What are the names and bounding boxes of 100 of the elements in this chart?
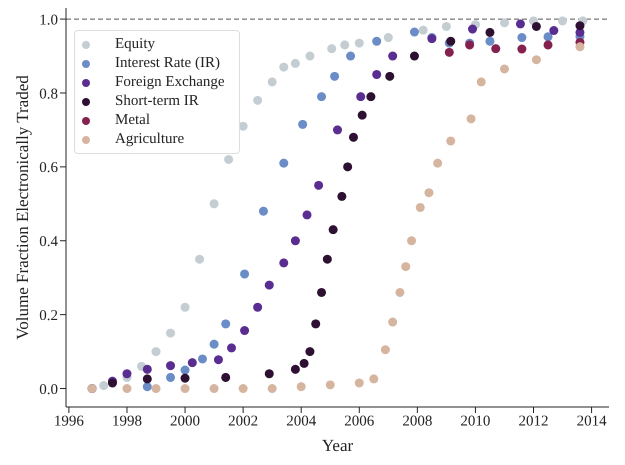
point	[166, 328, 176, 338]
point	[410, 52, 419, 61]
point	[166, 372, 176, 382]
point	[416, 202, 425, 212]
point	[424, 188, 434, 198]
point	[296, 382, 306, 392]
point	[142, 382, 152, 392]
y-tick-label: 1.0	[39, 12, 58, 28]
y-tick-label: 0.0	[39, 382, 58, 398]
y-tick-label: 0.4	[39, 234, 58, 250]
legend-label: Foreign Exchange	[115, 73, 225, 92]
point	[575, 21, 584, 30]
point	[446, 136, 456, 146]
point	[152, 347, 161, 356]
x-tick-label: 2002	[228, 414, 258, 430]
point	[302, 210, 312, 220]
point	[210, 340, 219, 349]
point	[279, 62, 288, 72]
point	[142, 364, 152, 374]
point	[326, 380, 335, 390]
point	[385, 72, 394, 81]
point	[330, 72, 340, 81]
point	[485, 36, 494, 46]
point	[401, 262, 410, 272]
point	[180, 374, 190, 383]
point	[279, 258, 288, 268]
point	[476, 77, 486, 86]
point	[369, 374, 378, 384]
point	[214, 355, 223, 364]
legend-label: Interest Rate (IR)	[115, 54, 220, 73]
point	[575, 42, 584, 52]
point	[253, 96, 262, 105]
x-tick-label: 2000	[170, 414, 200, 430]
point	[317, 288, 326, 297]
point	[337, 192, 346, 201]
point	[366, 92, 376, 102]
point	[340, 40, 350, 50]
y-tick-label: 0.8	[39, 86, 58, 102]
point	[407, 236, 416, 246]
x-tick-label: 2004	[286, 414, 317, 430]
point	[433, 158, 442, 168]
point	[188, 358, 197, 368]
point	[442, 22, 451, 31]
point	[290, 236, 300, 246]
point	[485, 28, 494, 37]
point	[516, 19, 525, 28]
x-tick-label: 2008	[402, 414, 432, 430]
point	[343, 162, 352, 172]
point	[517, 33, 526, 42]
point	[210, 384, 219, 394]
point	[384, 33, 393, 42]
point	[224, 154, 234, 164]
point	[221, 319, 230, 328]
point	[466, 114, 476, 124]
point	[532, 55, 541, 64]
point	[500, 18, 509, 28]
point	[268, 384, 277, 394]
point	[268, 77, 277, 86]
point	[180, 302, 190, 312]
point	[388, 52, 398, 61]
point	[532, 22, 541, 31]
point	[354, 38, 364, 48]
x-axis-title: Year	[322, 436, 354, 455]
point	[317, 92, 326, 102]
y-tick-label: 0.6	[39, 160, 58, 176]
x-tick-label: 2014	[576, 414, 608, 430]
point	[322, 254, 332, 264]
legend-label: Equity	[115, 35, 155, 54]
point	[290, 364, 300, 374]
y-tick-label: 0.2	[39, 308, 58, 324]
y-axis-title: Volume Fraction Electronically Traded	[13, 74, 32, 340]
point	[300, 358, 309, 368]
point	[358, 110, 367, 120]
point	[210, 199, 219, 208]
x-tick-label: 2012	[518, 414, 549, 430]
point	[298, 120, 308, 129]
point	[372, 36, 382, 46]
point	[395, 288, 404, 297]
point	[240, 269, 250, 279]
point	[468, 24, 478, 34]
point	[311, 319, 320, 328]
point	[142, 374, 152, 384]
point	[418, 26, 428, 35]
point	[544, 40, 553, 50]
point	[258, 206, 268, 216]
point	[444, 48, 454, 57]
point	[332, 125, 342, 134]
point	[327, 44, 336, 54]
point	[238, 384, 248, 394]
point	[152, 384, 161, 394]
point	[544, 32, 553, 42]
point	[549, 26, 558, 36]
point	[180, 366, 190, 375]
x-tick-label: 2010	[460, 414, 490, 430]
point	[253, 302, 262, 312]
point	[221, 372, 230, 382]
point	[410, 28, 419, 37]
x-tick-label: 2006	[344, 414, 375, 430]
point	[99, 381, 108, 390]
point	[166, 361, 176, 370]
